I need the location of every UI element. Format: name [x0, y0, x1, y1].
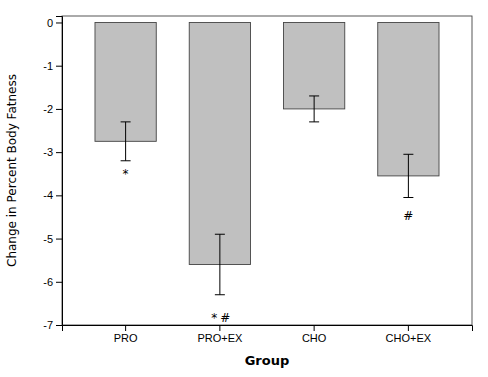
y-tick: -4: [43, 189, 62, 201]
x-axis-title: Group: [245, 353, 290, 368]
y-tick-label: -5: [43, 233, 53, 245]
x-tick: CHO: [302, 325, 327, 344]
bar: [189, 22, 250, 264]
y-tick-mark: [56, 22, 62, 23]
annotation: #: [220, 311, 230, 325]
x-tick-label: PRO+EX: [197, 332, 243, 344]
y-tick: -3: [43, 146, 62, 158]
x-axis: PRO PRO+EX CHO CHO+EX: [63, 325, 473, 344]
x-tick: CHO+EX: [386, 325, 432, 344]
y-axis: 0 -1 -2 -3 -4 -5 -6 -7: [43, 17, 62, 332]
y-tick: 0: [47, 17, 62, 29]
y-tick-mark: [56, 282, 62, 283]
x-tick-label: CHO+EX: [386, 332, 432, 344]
error-bar: [215, 234, 225, 295]
error-bar: [121, 122, 131, 161]
y-tick-mark: [56, 239, 62, 240]
error-bar-line: [121, 122, 131, 161]
y-tick-mark: [56, 109, 62, 110]
x-tick: PRO+EX: [197, 325, 243, 344]
error-bar-line: [309, 96, 319, 122]
x-axis-line: [63, 326, 473, 332]
y-tick: -7: [43, 319, 62, 331]
plot-area: 0-1-2-3-4-5-6-7PROPRO+EXCHOCHO+EX**##: [43, 16, 472, 344]
y-tick: -2: [43, 103, 62, 115]
y-tick-mark: [56, 152, 62, 153]
y-tick-label: 0: [47, 17, 53, 29]
annotation: *: [123, 167, 129, 181]
chart-svg: 0-1-2-3-4-5-6-7PROPRO+EXCHOCHO+EX**##Gro…: [0, 0, 488, 377]
y-tick-label: -4: [43, 189, 53, 201]
marks: [95, 22, 439, 294]
y-tick: -1: [43, 60, 62, 72]
x-tick: PRO: [114, 325, 138, 344]
y-tick-label: -2: [43, 103, 53, 115]
annotations: **##: [123, 167, 414, 325]
y-tick-label: -7: [43, 319, 53, 331]
x-tick-label: PRO: [114, 332, 138, 344]
y-tick-mark: [56, 195, 62, 196]
y-axis-title: Change in Percent Body Fatness: [5, 74, 19, 267]
y-tick-mark: [56, 66, 62, 67]
y-axis-line: [56, 17, 63, 326]
x-tick-mark: [219, 325, 220, 331]
bar: [378, 22, 439, 175]
y-tick-label: -1: [43, 60, 53, 72]
x-tick-mark: [408, 325, 409, 331]
error-bar-line: [403, 154, 413, 197]
annotation: *: [211, 311, 217, 325]
x-tick-label: CHO: [302, 332, 327, 344]
error-bar: [403, 154, 413, 197]
error-bar: [309, 96, 319, 122]
error-bar-line: [215, 234, 225, 295]
chart-container: 0-1-2-3-4-5-6-7PROPRO+EXCHOCHO+EX**##Gro…: [0, 0, 488, 377]
y-tick-label: -6: [43, 276, 53, 288]
plot-frame: [62, 16, 472, 325]
y-tick-label: -3: [43, 146, 53, 158]
x-tick-mark: [125, 325, 126, 331]
y-tick: -6: [43, 276, 62, 288]
x-tick-mark: [314, 325, 315, 331]
annotation: #: [403, 209, 413, 223]
y-tick-mark: [56, 325, 62, 326]
y-tick: -5: [43, 233, 62, 245]
